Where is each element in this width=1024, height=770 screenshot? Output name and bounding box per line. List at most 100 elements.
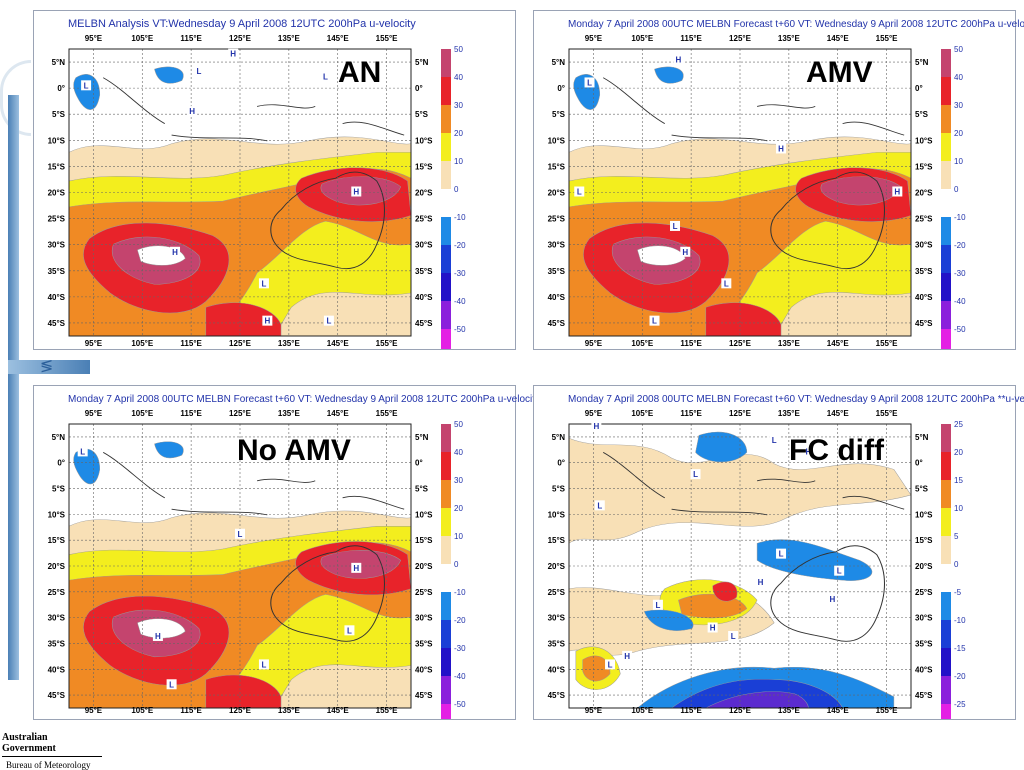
legend-swatch [441,161,451,189]
marker-bg [351,186,362,197]
low-marker: L [261,660,266,669]
lat-tick-label: 0° [557,459,565,468]
lon-tick-label: 105°E [131,706,154,715]
lat-tick-label: 45°S [415,691,433,700]
lon-tick-label: 155°E [876,409,899,418]
marker-bg [170,246,181,257]
low-marker: L [837,567,842,576]
lon-tick-label: 135°E [278,409,301,418]
lat-tick-label: 0° [57,84,65,93]
lon-tick-label: 125°E [229,706,252,715]
low-marker: L [587,78,592,87]
lat-tick-label: 30°S [48,614,66,623]
low-marker: L [673,222,678,231]
lon-tick-label: 125°E [229,34,252,43]
lat-tick-label: 5°N [915,58,929,67]
legend-swatch [941,592,951,620]
panel-label-an: AN [338,56,382,89]
low-marker: L [608,660,613,669]
lon-tick-label: 95°E [85,339,103,348]
legend-swatch [941,704,951,719]
coastline [102,452,405,642]
lat-tick-label: 0° [415,459,423,468]
legend-label: -20 [954,672,966,681]
marker-bg [670,220,681,231]
lat-tick-label: 30°S [915,241,933,250]
legend-label: 0 [954,185,959,194]
high-marker: H [172,248,178,257]
lat-tick-label: 5°N [52,58,66,67]
marker-bg [258,278,269,289]
slide-decoration-bar [8,95,19,680]
lon-tick-label: 115°E [180,409,202,418]
marker-bg [755,577,766,588]
legend-swatch [941,217,951,245]
lat-tick-label: 20°S [48,189,66,198]
map-frame [68,48,412,337]
marker-bg [77,446,88,457]
field-contour [137,618,186,639]
lat-tick-label: 20°S [548,189,566,198]
legend-label: 30 [954,101,963,110]
marker-bg [351,562,362,573]
marker-bg [262,315,273,326]
lat-tick-label: 25°S [915,588,933,597]
legend-swatch [941,49,951,77]
lat-tick-label: 5°S [415,110,429,119]
lat-tick-label: 5°S [915,110,929,119]
legend-label: 20 [954,448,963,457]
legend-swatch [941,133,951,161]
marker-bg [728,631,739,641]
lat-tick-label: 15°S [548,162,566,171]
panel-label-amv: AMV [806,56,873,89]
legend-swatch [941,620,951,648]
legend-label: -20 [454,241,466,250]
lat-tick-label: 10°S [415,136,433,145]
lon-tick-label: 155°E [876,339,899,348]
low-marker: L [261,279,266,288]
marker-bg [323,315,334,326]
low-marker: L [597,501,602,510]
lat-tick-label: 10°S [548,510,566,519]
field-contour [205,302,282,337]
lat-tick-label: 0° [915,84,923,93]
high-marker: H [806,447,812,456]
legend-label: -10 [954,213,966,222]
lon-tick-label: 135°E [278,339,301,348]
legend-swatch [941,480,951,508]
legend-label: -15 [954,644,966,653]
lon-tick-label: 155°E [376,409,399,418]
map-canvas: H H L L L L L 95°E 95°E 105°E 105°E 115°E 115°E 125°E… [48,409,466,719]
lat-tick-label: 35°S [415,267,433,276]
legend-swatch [941,245,951,273]
lat-tick-label: 40°S [548,293,566,302]
lon-tick-label: 155°E [376,339,399,348]
panel-label-fc-diff: FC diff [789,434,884,467]
lat-tick-label: 40°S [548,665,566,674]
lat-tick-label: 45°S [415,319,433,328]
panel-title: Monday 7 April 2008 00UTC MELBN Forecast… [568,19,1024,30]
legend-label: -50 [454,700,466,709]
lon-tick-label: 155°E [376,34,399,43]
legend-swatch [941,648,951,676]
low-marker: L [84,81,89,90]
lat-tick-label: 30°S [415,241,433,250]
legend-swatch [941,329,951,349]
lat-tick-label: 35°S [415,639,433,648]
lat-tick-label: 25°S [415,215,433,224]
field-contour [704,691,809,709]
lat-tick-label: 45°S [548,691,566,700]
lat-tick-label: 15°S [415,162,433,171]
lat-tick-label: 20°S [915,189,933,198]
low-marker: L [169,680,174,689]
low-marker: L [238,530,243,539]
low-marker: L [652,317,657,326]
lat-tick-label: 5°N [915,433,929,442]
logo-line-bureau: Bureau of Meteorology [6,760,91,770]
map-panel-fc-diff: Monday 7 April 2008 00UTC MELBN Forecast… [533,385,1024,720]
legend-label: -30 [454,269,466,278]
legend-swatch [441,329,451,349]
legend-label: 10 [454,157,463,166]
legend-label: -30 [454,644,466,653]
marker-bg [187,106,198,117]
